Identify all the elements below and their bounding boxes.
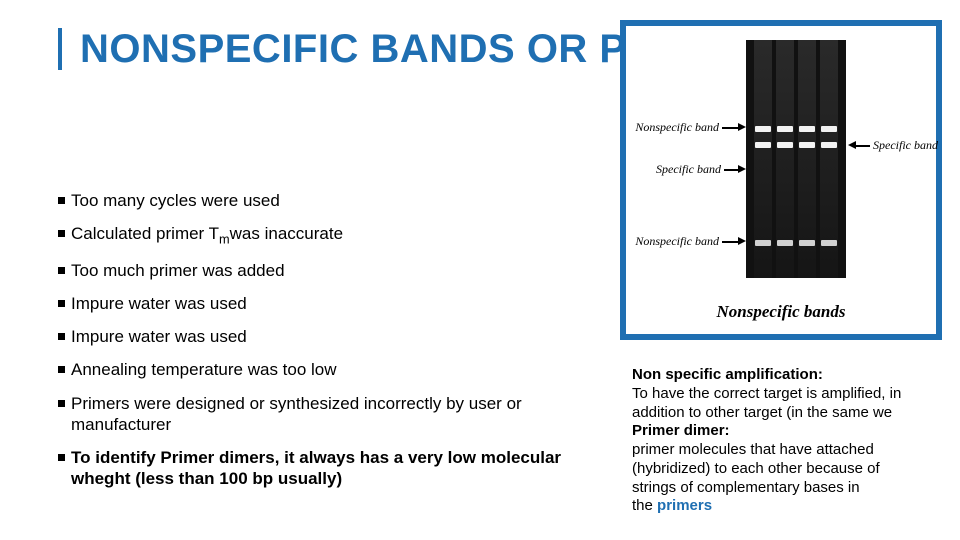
bullet-marker-icon xyxy=(58,300,65,307)
side-line: addition to other target (in the same we xyxy=(632,404,960,423)
gel-band xyxy=(821,126,837,132)
bullet-marker-icon xyxy=(58,454,65,461)
gel-lane xyxy=(798,40,816,278)
arrow-line-icon xyxy=(722,127,738,129)
gel-band xyxy=(777,240,793,246)
arrow-right-icon xyxy=(738,123,746,131)
gel-band xyxy=(755,142,771,148)
gel-figure: Nonspecific band Specific band Nonspecif… xyxy=(620,20,942,340)
gel-lane xyxy=(776,40,794,278)
arrow-line-icon xyxy=(722,241,738,243)
bullet-text: Impure water was used xyxy=(71,326,578,347)
bullet-item: To identify Primer dimers, it always has… xyxy=(58,447,578,490)
side-line-prefix: the xyxy=(632,497,657,514)
bullet-item: Primers were designed or synthesized inc… xyxy=(58,393,578,436)
gel-inner: Nonspecific band Specific band Nonspecif… xyxy=(626,26,936,334)
bullet-marker-icon xyxy=(58,366,65,373)
side-line: To have the correct target is amplified,… xyxy=(632,385,960,404)
gel-label-right-mid: Specific band xyxy=(848,138,938,153)
side-line: (hybridized) to each other because of xyxy=(632,460,960,479)
bullet-list: Too many cycles were used Calculated pri… xyxy=(58,190,578,502)
bullet-text: To identify Primer dimers, it always has… xyxy=(71,447,578,490)
side-line: the primers xyxy=(632,497,960,516)
bullet-item: Annealing temperature was too low xyxy=(58,359,578,380)
bullet-item: Impure water was used xyxy=(58,326,578,347)
arrow-right-icon xyxy=(738,165,746,173)
gel-band xyxy=(777,142,793,148)
bullet-marker-icon xyxy=(58,400,65,407)
gel-label-left-mid: Specific band xyxy=(648,162,746,177)
side-line: strings of complementary bases in xyxy=(632,479,960,498)
bullet-marker-icon xyxy=(58,333,65,340)
gel-label-left-top: Nonspecific band xyxy=(628,120,746,135)
gel-band xyxy=(821,142,837,148)
bullet-text: Primers were designed or synthesized inc… xyxy=(71,393,578,436)
gel-band xyxy=(777,126,793,132)
side-heading: Non specific amplification: xyxy=(632,366,960,385)
bullet-marker-icon xyxy=(58,197,65,204)
gel-label-text: Specific band xyxy=(873,138,938,152)
bullet-text: Impure water was used xyxy=(71,293,578,314)
arrow-right-icon xyxy=(738,237,746,245)
bullet-text: Too many cycles were used xyxy=(71,190,578,211)
arrow-line-icon xyxy=(856,145,870,147)
side-notes: Non specific amplification: To have the … xyxy=(632,366,960,516)
arrow-line-icon xyxy=(724,169,738,171)
gel-band xyxy=(821,240,837,246)
side-line: primer molecules that have attached xyxy=(632,441,960,460)
bullet-item: Too many cycles were used xyxy=(58,190,578,211)
gel-band xyxy=(799,126,815,132)
gel-label-text: Nonspecific band xyxy=(635,234,719,248)
gel-band xyxy=(799,142,815,148)
gel-label-text: Nonspecific band xyxy=(635,120,719,134)
bullet-text: Calculated primer Tmwas inaccurate xyxy=(71,223,578,247)
gel-lane xyxy=(754,40,772,278)
gel-lanes xyxy=(746,40,846,278)
gel-label-left-bottom: Nonspecific band xyxy=(628,234,746,249)
gel-lane xyxy=(820,40,838,278)
bullet-marker-icon xyxy=(58,230,65,237)
gel-caption: Nonspecific bands xyxy=(626,302,936,322)
bullet-text: Annealing temperature was too low xyxy=(71,359,578,380)
side-heading: Primer dimer: xyxy=(632,422,960,441)
bullet-marker-icon xyxy=(58,267,65,274)
arrow-left-icon xyxy=(848,141,856,149)
bullet-item: Too much primer was added xyxy=(58,260,578,281)
gel-band xyxy=(755,240,771,246)
gel-band xyxy=(799,240,815,246)
bullet-item: Impure water was used xyxy=(58,293,578,314)
primers-link[interactable]: primers xyxy=(657,497,712,514)
gel-label-text: Specific band xyxy=(656,162,721,176)
gel-band xyxy=(755,126,771,132)
bullet-item: Calculated primer Tmwas inaccurate xyxy=(58,223,578,247)
bullet-text: Too much primer was added xyxy=(71,260,578,281)
